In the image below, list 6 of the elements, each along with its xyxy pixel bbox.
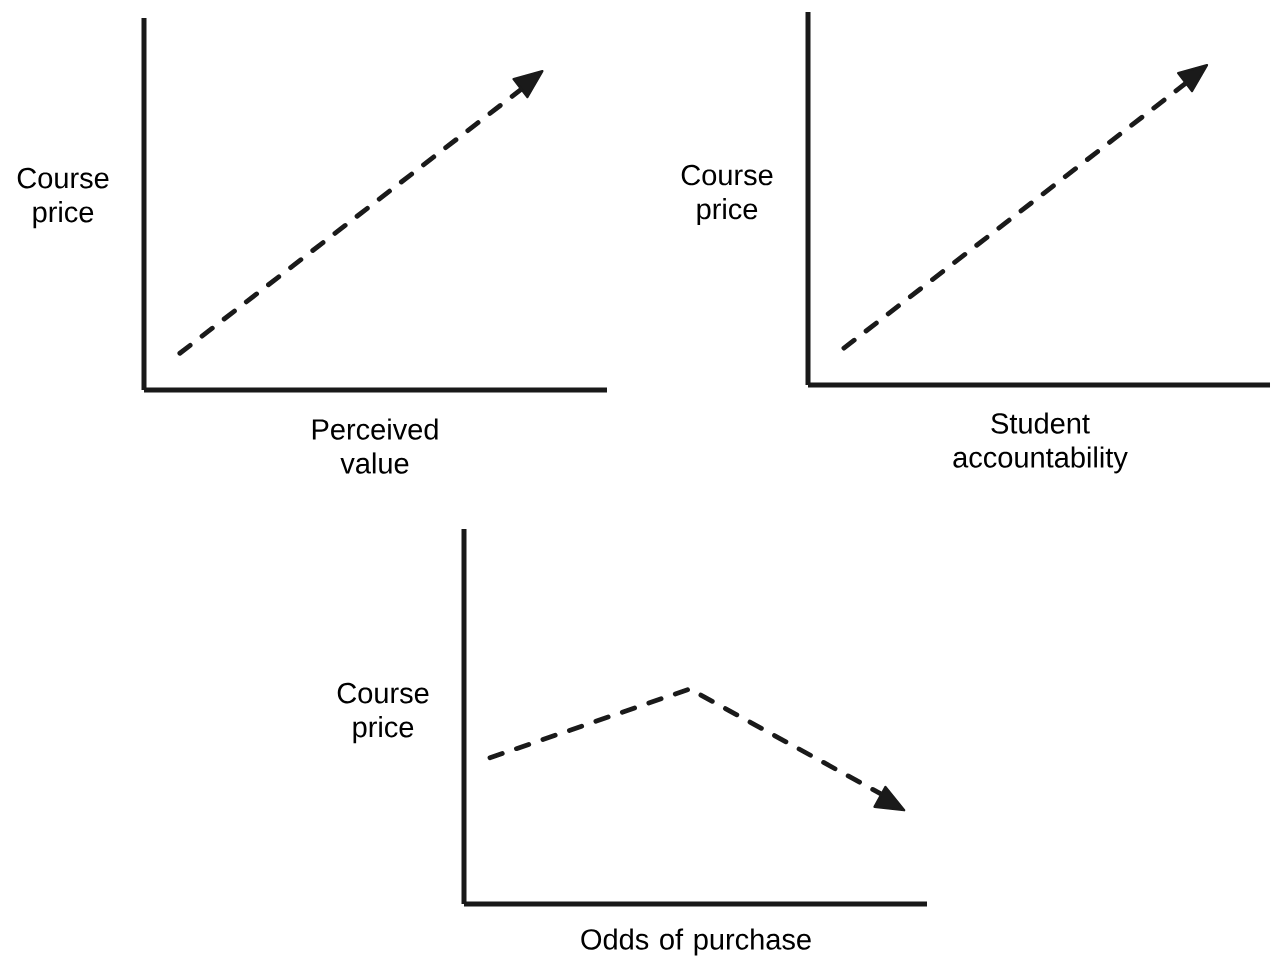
x-axis-title: Perceived value <box>312 418 438 474</box>
y-axis-title: Course price <box>681 164 773 226</box>
y-axis-title: Course price <box>17 167 109 229</box>
x-axis-title: Odds of purchase <box>581 928 811 956</box>
x-axis-title: Student accountability <box>953 412 1128 474</box>
y-axis-title: Course price <box>337 682 429 744</box>
